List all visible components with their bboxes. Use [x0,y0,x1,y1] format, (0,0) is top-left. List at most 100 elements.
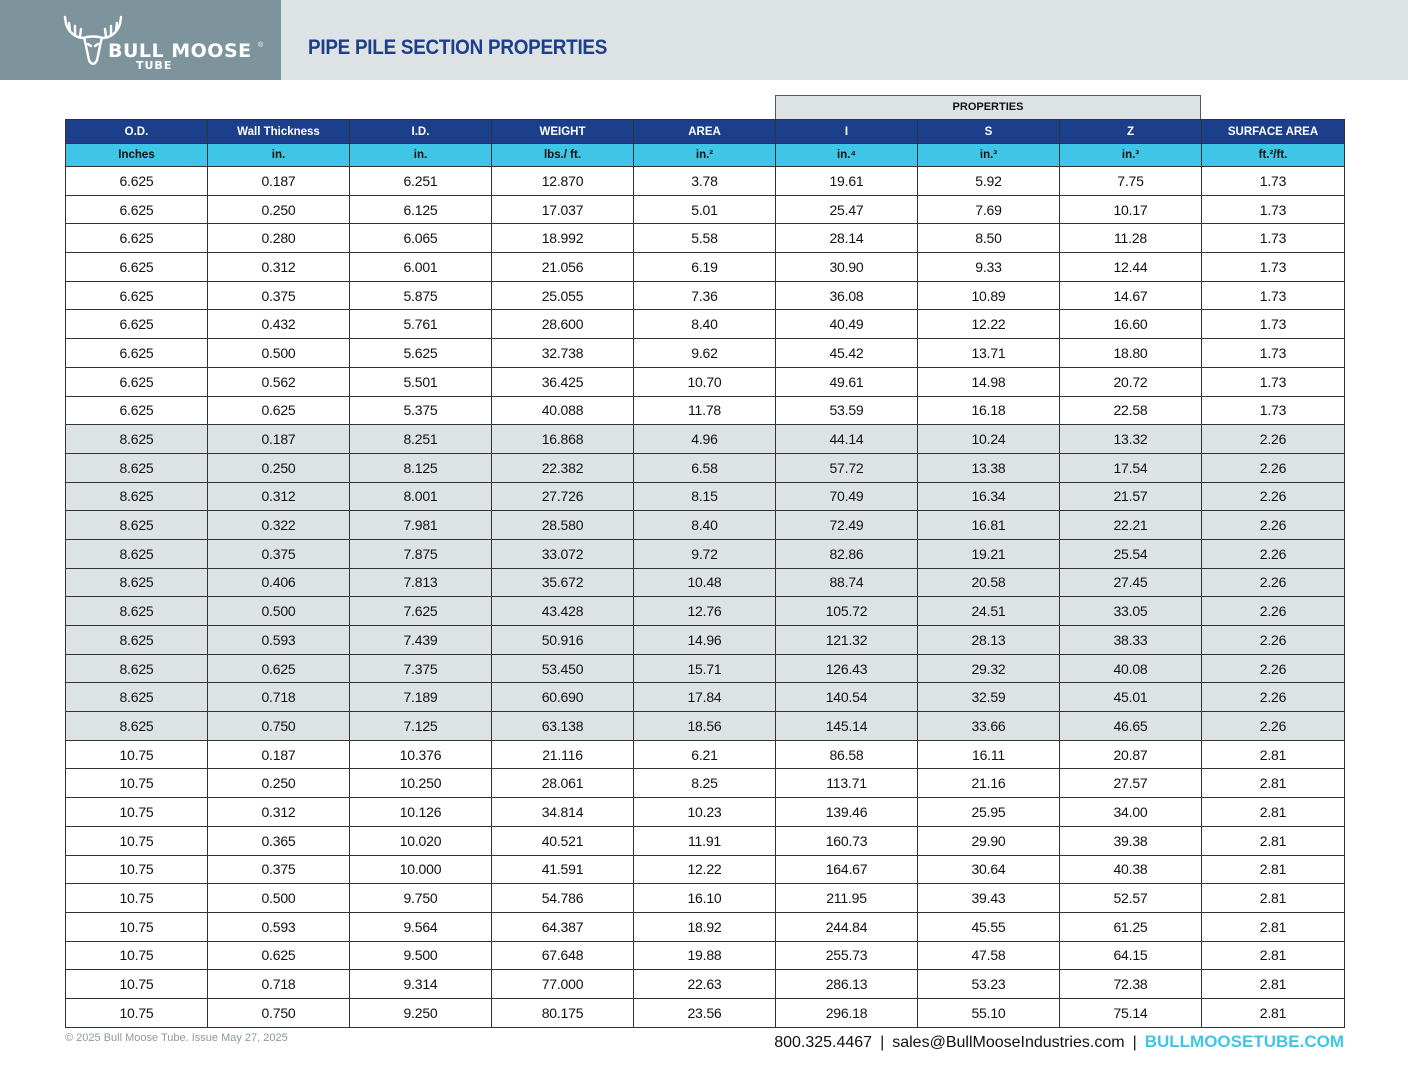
table-cell: 22.58 [1059,395,1202,426]
table-cell: 1.73 [1201,395,1345,426]
table-cell: 44.14 [775,424,918,454]
table-cell: 17.037 [491,194,634,225]
table-cell: 60.690 [491,682,634,713]
table-cell: 10.75 [65,940,208,971]
table-cell: 10.75 [65,825,208,856]
table-cell: 50.916 [491,625,634,655]
table-cell: 2.81 [1201,739,1345,770]
table-cell: 15.71 [633,653,776,684]
table-row: 8.625 0.322 7.981 28.580 8.40 72.49 16.81 22.21… [65,510,1345,540]
table-cell: 113.71 [775,768,918,799]
table-cell: 9.33 [917,252,1060,282]
table-cell: 6.251 [349,166,492,196]
table-cell: 8.625 [65,682,208,713]
table-cell: 45.01 [1059,682,1202,713]
table-cell: 6.21 [633,739,776,770]
table-cell: 13.38 [917,452,1060,483]
table-row: 6.625 0.187 6.251 12.870 3.78 19.61 5.92 7.75 1.… [65,166,1345,196]
table-cell: 14.67 [1059,280,1202,311]
table-cell: 7.69 [917,194,1060,225]
table-cell: 1.73 [1201,309,1345,340]
table-cell: 5.375 [349,395,492,426]
table-cell: 0.250 [207,452,350,483]
table-row: 10.75 0.375 10.000 41.591 12.22 164.67 30.64 40… [65,854,1345,885]
table-cell: 16.60 [1059,309,1202,340]
table-cell: 18.80 [1059,338,1202,368]
table-cell: 10.250 [349,768,492,799]
table-cell: 2.26 [1201,625,1345,655]
table-cell: 70.49 [775,481,918,512]
table-cell: 16.34 [917,481,1060,512]
table-cell: 2.81 [1201,911,1345,942]
table-cell: 22.63 [633,969,776,999]
table-cell: 21.57 [1059,481,1202,512]
table-row: 10.75 0.500 9.750 54.786 16.10 211.95 39.43 52.… [65,883,1345,913]
table-cell: 10.376 [349,739,492,770]
table-cell: 17.84 [633,682,776,713]
table-row: 8.625 0.406 7.813 35.672 10.48 88.74 20.58 27.4… [65,567,1345,598]
table-cell: 25.055 [491,280,634,311]
column-header: S [917,119,1060,144]
table-cell: 0.718 [207,969,350,999]
table-cell: 8.625 [65,452,208,483]
table-cell: 19.88 [633,940,776,971]
contact-info: 800.325.4467 | sales@BullMooseIndustries.c… [774,1032,1344,1052]
table-cell: 28.14 [775,223,918,254]
table-cell: 13.32 [1059,424,1202,454]
table-cell: 126.43 [775,653,918,684]
table-cell: 7.813 [349,567,492,598]
table-cell: 30.64 [917,854,1060,885]
table-cell: 2.81 [1201,997,1345,1028]
table-cell: 9.500 [349,940,492,971]
website-link[interactable]: BULLMOOSETUBE.COM [1144,1032,1344,1051]
table-cell: 10.24 [917,424,1060,454]
table-cell: 10.020 [349,825,492,856]
table-row: 6.625 0.562 5.501 36.425 10.70 49.61 14.98 20.7… [65,366,1345,397]
table-row: 8.625 0.750 7.125 63.138 18.56 145.14 33.66 46.… [65,711,1345,741]
table-cell: 2.26 [1201,596,1345,626]
table-cell: 6.19 [633,252,776,282]
phone-number[interactable]: 800.325.4467 [774,1034,873,1051]
table-cell: 45.42 [775,338,918,368]
table-cell: 34.00 [1059,797,1202,827]
table-cell: 0.625 [207,395,350,426]
table-cell: 10.75 [65,911,208,942]
email-link[interactable]: sales@BullMooseIndustries.com [892,1034,1125,1051]
table-cell: 75.14 [1059,997,1202,1028]
table-cell: 57.72 [775,452,918,483]
table-cell: 1.73 [1201,252,1345,282]
table-cell: 255.73 [775,940,918,971]
table-cell: 10.23 [633,797,776,827]
table-cell: 8.625 [65,510,208,540]
table-cell: 244.84 [775,911,918,942]
brand-subname: TUBE [136,59,173,72]
table-cell: 2.81 [1201,969,1345,999]
table-row: 10.75 0.365 10.020 40.521 11.91 160.73 29.90 39… [65,825,1345,856]
table-cell: 6.125 [349,194,492,225]
table-cell: 19.21 [917,538,1060,569]
table-row: 10.75 0.593 9.564 64.387 18.92 244.84 45.55 61.… [65,911,1345,942]
table-cell: 0.187 [207,166,350,196]
table-cell: 64.387 [491,911,634,942]
table-cell: 145.14 [775,711,918,741]
table-cell: 0.250 [207,194,350,225]
table-cell: 0.365 [207,825,350,856]
table-cell: 8.625 [65,481,208,512]
table-cell: 6.625 [65,252,208,282]
table-cell: 139.46 [775,797,918,827]
table-cell: 10.75 [65,739,208,770]
table-cell: 36.08 [775,280,918,311]
table-cell: 5.625 [349,338,492,368]
table-cell: 53.59 [775,395,918,426]
table-cell: 2.26 [1201,653,1345,684]
table-cell: 12.76 [633,596,776,626]
table-cell: 0.312 [207,797,350,827]
table-cell: 7.125 [349,711,492,741]
table-cell: 8.40 [633,510,776,540]
table-row: 6.625 0.250 6.125 17.037 5.01 25.47 7.69 10.17 1… [65,194,1345,225]
table-row: 8.625 0.312 8.001 27.726 8.15 70.49 16.34 21.57… [65,481,1345,512]
table-cell: 164.67 [775,854,918,885]
table-cell: 12.22 [633,854,776,885]
table-cell: 0.312 [207,252,350,282]
table-cell: 8.625 [65,625,208,655]
